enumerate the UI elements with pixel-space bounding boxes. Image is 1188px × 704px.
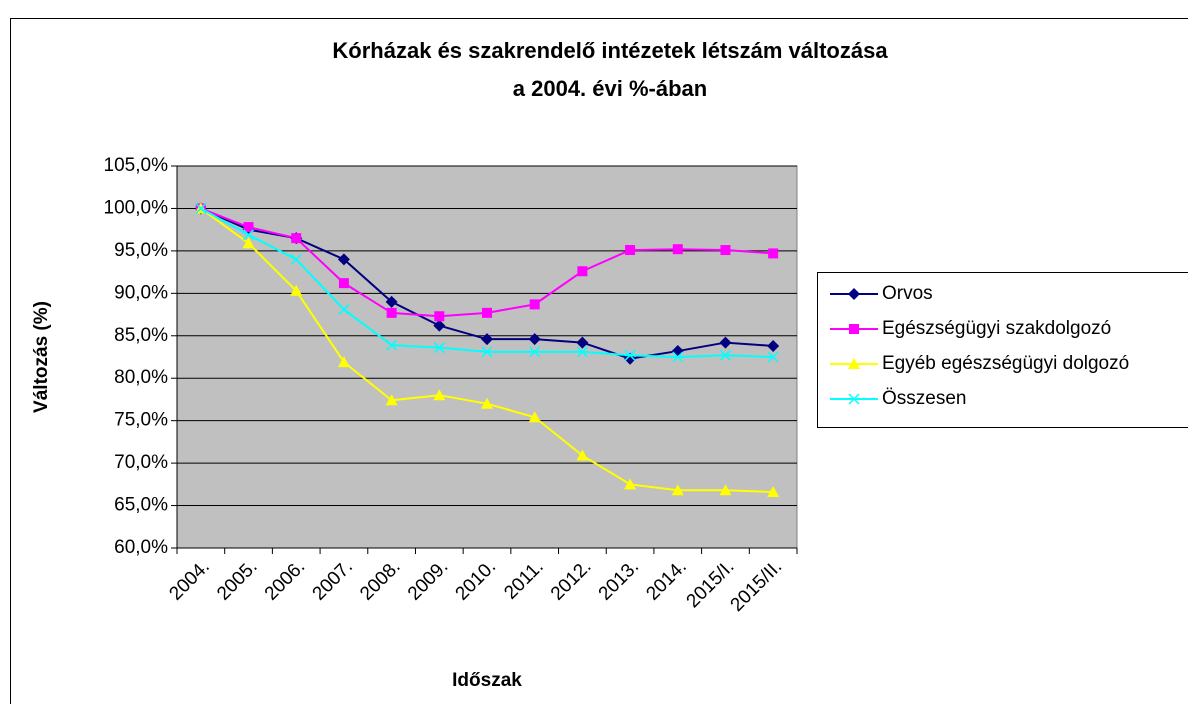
marker: [243, 229, 255, 241]
y-tick-label: 60,0%: [114, 537, 168, 558]
y-tick-label: 100,0%: [104, 197, 169, 218]
marker: [337, 253, 350, 266]
legend-label: Orvos: [882, 283, 933, 304]
marker: [576, 449, 589, 461]
marker: [433, 342, 445, 354]
marker: [290, 284, 303, 296]
marker: [528, 411, 541, 423]
marker: [433, 319, 446, 332]
y-tick-label: 95,0%: [114, 240, 168, 261]
y-tick-label: 80,0%: [114, 367, 168, 388]
marker: [385, 295, 398, 308]
marker: [385, 394, 398, 406]
legend-marker: [848, 358, 860, 369]
marker: [767, 351, 779, 363]
legend-label: Egyéb egészségügyi dolgozó: [882, 353, 1129, 374]
legend-marker: [849, 324, 859, 334]
y-tick-label: 90,0%: [114, 282, 168, 303]
y-tick-label: 65,0%: [114, 495, 168, 516]
marker: [672, 244, 683, 255]
marker: [291, 233, 302, 244]
marker: [338, 278, 349, 289]
marker: [720, 245, 731, 256]
marker: [529, 346, 541, 358]
legend-marker: [848, 393, 860, 405]
marker: [481, 397, 493, 409]
marker: [386, 339, 398, 351]
legend-label: Egészségügyi szakdolgozó: [882, 318, 1111, 339]
marker: [338, 303, 350, 315]
marker: [624, 478, 637, 490]
y-tick-label: 85,0%: [114, 325, 168, 346]
marker: [719, 349, 731, 361]
marker: [529, 299, 540, 310]
marker: [672, 351, 684, 363]
legend-marker: [848, 288, 860, 300]
marker: [337, 356, 350, 368]
marker: [624, 349, 636, 361]
marker: [625, 245, 636, 256]
legend-label: Összesen: [882, 388, 966, 409]
marker: [434, 311, 445, 322]
marker: [767, 339, 780, 352]
marker: [528, 333, 541, 346]
marker: [577, 266, 588, 277]
marker: [386, 307, 397, 318]
marker: [576, 346, 588, 358]
y-axis-label: Változás (%): [31, 301, 52, 413]
marker: [767, 485, 780, 497]
marker: [671, 484, 684, 496]
marker: [719, 484, 732, 496]
chart-title: Kórházak és szakrendelő intézetek létszá…: [332, 38, 888, 63]
marker: [482, 307, 492, 318]
marker: [290, 253, 302, 265]
x-axis-label: Időszak: [452, 670, 522, 691]
marker: [768, 248, 779, 259]
legend-box: [817, 272, 1188, 428]
marker: [481, 333, 493, 346]
y-tick-label: 70,0%: [114, 452, 168, 473]
marker: [481, 346, 493, 358]
marker: [242, 237, 255, 249]
marker: [719, 336, 732, 349]
y-tick-label: 75,0%: [114, 410, 168, 431]
marker: [243, 222, 254, 233]
marker: [576, 336, 589, 349]
chart-title: a 2004. évi %-ában: [513, 76, 707, 101]
marker: [195, 202, 207, 214]
y-tick-label: 105,0%: [104, 155, 169, 176]
marker: [433, 389, 446, 401]
